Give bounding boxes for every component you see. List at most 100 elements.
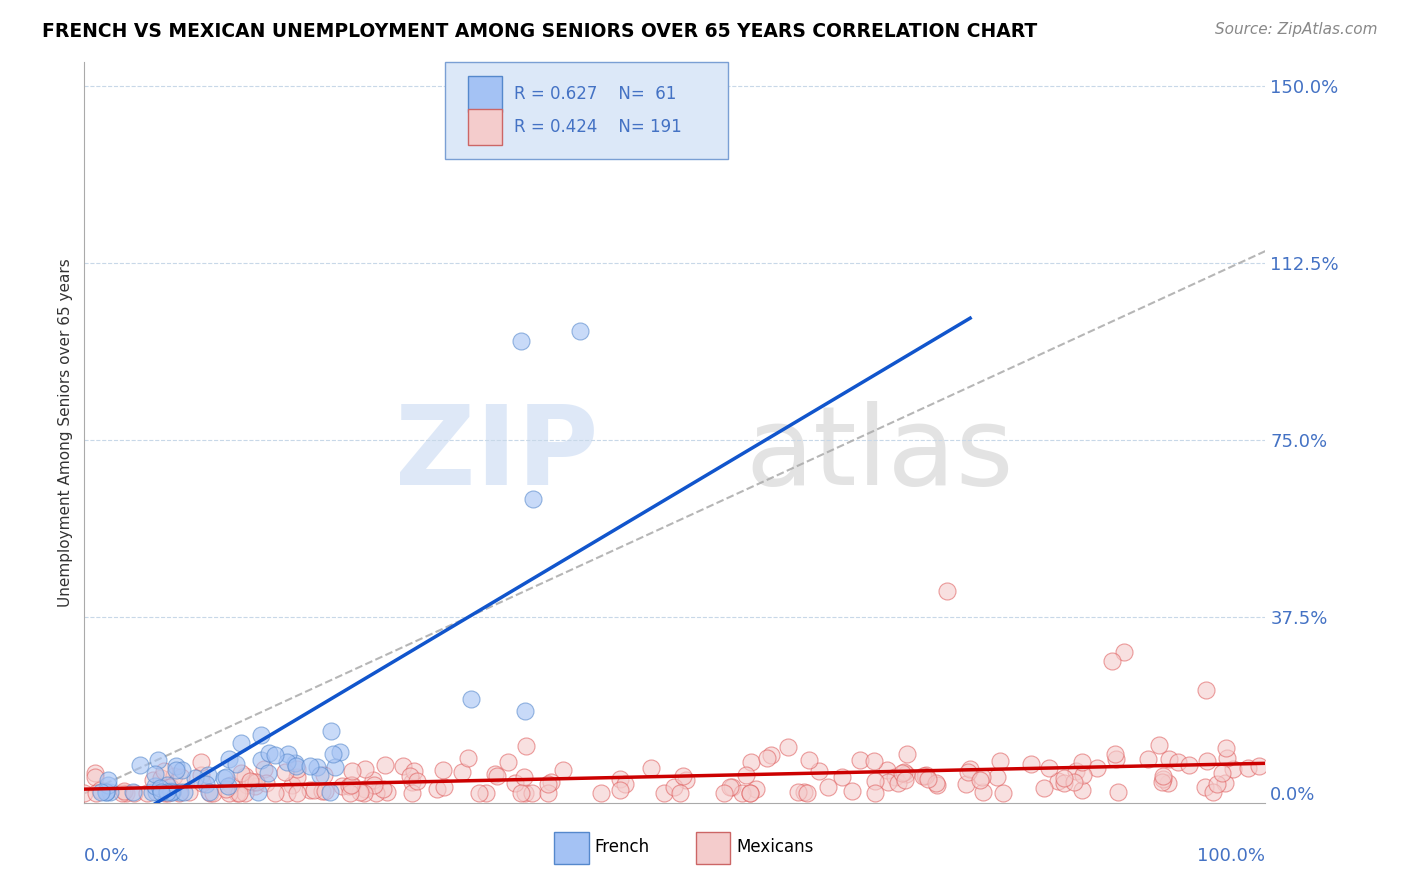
Text: Mexicans: Mexicans	[737, 838, 814, 856]
Point	[218, 752, 240, 766]
Point	[1152, 769, 1174, 783]
Point	[740, 786, 762, 800]
Point	[841, 784, 863, 798]
Point	[863, 755, 886, 769]
Point	[284, 756, 307, 770]
Point	[250, 754, 273, 768]
Point	[876, 775, 898, 789]
Point	[731, 786, 754, 800]
Point	[84, 786, 107, 800]
Point	[935, 583, 957, 598]
Point	[112, 784, 135, 798]
Point	[169, 785, 191, 799]
Point	[84, 766, 107, 780]
Point	[239, 774, 262, 789]
Point	[745, 782, 768, 797]
Point	[308, 768, 330, 782]
Point	[160, 785, 183, 799]
Point	[90, 785, 112, 799]
Point	[340, 778, 363, 792]
Point	[1104, 747, 1126, 761]
Point	[652, 786, 675, 800]
Point	[925, 778, 948, 792]
Point	[522, 491, 544, 506]
Point	[797, 753, 820, 767]
Point	[1105, 752, 1128, 766]
Point	[972, 784, 994, 798]
Point	[363, 779, 385, 793]
Point	[177, 785, 200, 799]
Point	[863, 774, 886, 789]
Point	[756, 751, 779, 765]
Point	[314, 784, 336, 798]
Point	[311, 784, 333, 798]
Point	[339, 786, 361, 800]
Point	[1202, 785, 1225, 799]
Point	[254, 776, 277, 790]
Point	[970, 770, 993, 784]
Point	[513, 704, 536, 718]
Point	[361, 772, 384, 787]
FancyBboxPatch shape	[444, 62, 728, 159]
Point	[97, 772, 120, 787]
Point	[302, 783, 325, 797]
Point	[143, 767, 166, 781]
Point	[513, 770, 536, 784]
Point	[405, 773, 427, 788]
Point	[1136, 752, 1159, 766]
Text: atlas: atlas	[745, 401, 1014, 508]
Point	[536, 776, 558, 790]
Point	[793, 785, 815, 799]
Point	[969, 772, 991, 787]
Point	[496, 755, 519, 769]
Point	[399, 769, 422, 783]
Point	[340, 778, 363, 792]
Point	[468, 786, 491, 800]
Point	[215, 770, 238, 784]
Point	[505, 776, 527, 790]
Point	[831, 770, 853, 784]
Point	[1178, 758, 1201, 772]
Point	[1085, 761, 1108, 775]
Y-axis label: Unemployment Among Seniors over 65 years: Unemployment Among Seniors over 65 years	[58, 259, 73, 607]
Point	[354, 762, 377, 776]
Point	[163, 769, 186, 783]
Point	[264, 748, 287, 763]
Point	[190, 756, 212, 770]
Point	[896, 747, 918, 762]
Text: R = 0.424    N= 191: R = 0.424 N= 191	[515, 119, 682, 136]
Point	[510, 786, 533, 800]
Point	[432, 763, 454, 777]
Point	[194, 777, 217, 791]
Point	[257, 765, 280, 780]
Point	[190, 776, 212, 790]
Point	[121, 785, 143, 799]
Point	[156, 785, 179, 799]
Point	[893, 765, 915, 780]
Point	[165, 763, 187, 777]
Point	[94, 785, 117, 799]
Point	[225, 757, 247, 772]
Point	[217, 779, 239, 793]
Point	[219, 778, 242, 792]
Point	[1206, 777, 1229, 791]
Text: ZIP: ZIP	[395, 401, 598, 508]
Point	[1064, 764, 1087, 778]
Point	[167, 786, 190, 800]
Point	[214, 781, 236, 796]
Point	[354, 781, 377, 796]
Point	[73, 786, 96, 800]
Point	[340, 764, 363, 778]
Point	[1236, 761, 1258, 775]
Point	[1053, 771, 1076, 785]
Point	[150, 771, 173, 785]
Point	[551, 763, 574, 777]
Point	[1167, 756, 1189, 770]
Point	[153, 786, 176, 800]
Point	[515, 739, 537, 754]
Point	[145, 779, 167, 793]
Point	[460, 691, 482, 706]
Point	[212, 772, 235, 786]
Point	[1247, 759, 1270, 773]
Point	[718, 780, 741, 794]
